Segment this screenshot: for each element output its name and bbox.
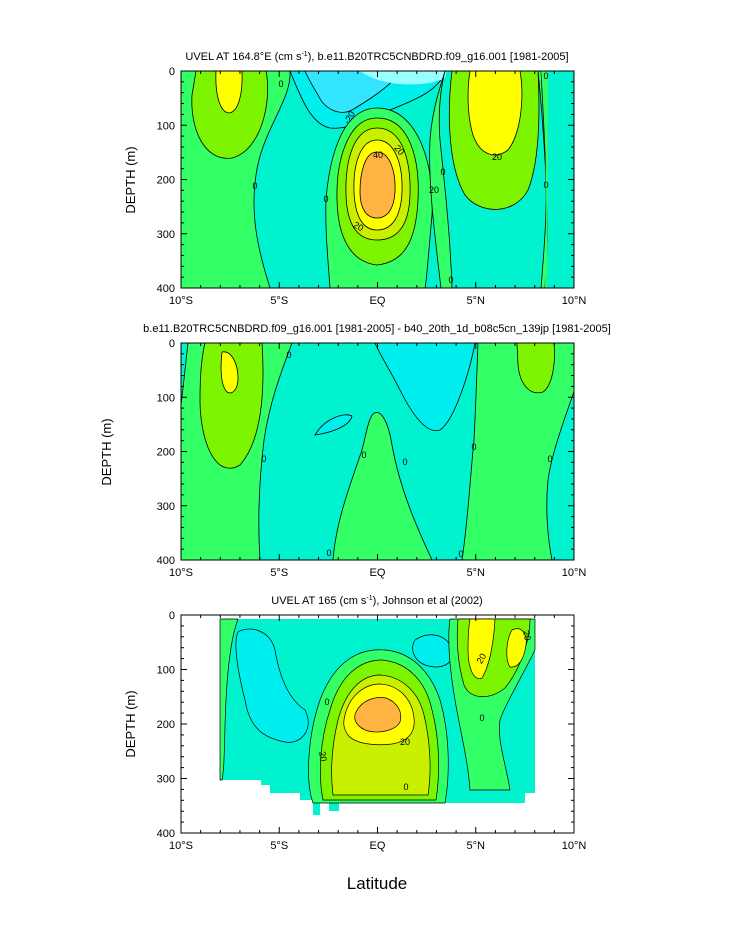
panel-3-contour-fill xyxy=(219,618,239,781)
panel-2-contour-label: 0 xyxy=(458,549,463,559)
panel-1-contour-label: 40 xyxy=(373,150,383,160)
panel-3-contour-label: 20 xyxy=(400,737,410,747)
y-tick-label: 0 xyxy=(169,66,175,78)
x-tick-label: EQ xyxy=(370,567,386,579)
panel-1-title: UVEL AT 164.8°E (cm s-1), b.e11.B20TRC5C… xyxy=(185,51,568,63)
panel-2-contour-fill xyxy=(220,351,239,394)
y-tick-label: 200 xyxy=(157,447,175,459)
panel-1-contour-fill xyxy=(541,71,548,288)
panel-3-contour-label: 0 xyxy=(324,697,329,707)
y-axis-label-panel-1: DEPTH (m) xyxy=(123,146,138,213)
panel-2-contour-label: 0 xyxy=(361,450,366,460)
panel-2-contour-fill xyxy=(461,343,574,560)
panel-2-contour-label: 0 xyxy=(286,350,291,360)
y-tick-label: 200 xyxy=(157,719,175,731)
panel-3-contour-label: 20 xyxy=(475,652,489,666)
y-tick-label: 100 xyxy=(157,665,175,677)
x-tick-label: 5°S xyxy=(270,840,288,852)
y-tick-label: 100 xyxy=(157,120,175,132)
panel-3-contour-label: 20 xyxy=(521,630,533,642)
panel-1-contour-fill xyxy=(304,71,401,113)
panel-2-contour-fill xyxy=(199,343,264,469)
panel-1-contour-label: 20 xyxy=(492,152,502,162)
panel-1-contour-label: 0 xyxy=(543,71,548,81)
panel-1-contour-fill xyxy=(467,71,523,156)
x-tick-label: 10°N xyxy=(562,295,587,307)
panel-1-contour-label: 0 xyxy=(252,181,257,191)
y-tick-label: 400 xyxy=(157,283,175,295)
panel-3-contour-label: 0 xyxy=(403,782,408,792)
panel-1-contour-label: 20 xyxy=(352,220,366,234)
x-tick-label: 10°N xyxy=(562,567,587,579)
panel-1-contour-label: 20 xyxy=(392,143,406,157)
panel-1-contour-fill xyxy=(359,151,396,219)
panel-2-field: 0 0 0 0 0 0 0 0 xyxy=(181,343,574,560)
x-tick-label: 5°S xyxy=(270,295,288,307)
x-tick-label: EQ xyxy=(370,295,386,307)
panel-1-field: -20 0 20 40 20 20 0 0 20 0 0 0 0 xyxy=(181,71,574,288)
panel-2-contour-fill xyxy=(314,414,353,436)
panel-3-contour-fill xyxy=(412,634,453,668)
panel-3-contour-fill xyxy=(506,628,527,668)
x-tick-label: 5°N xyxy=(467,840,486,852)
y-tick-label: 300 xyxy=(157,774,175,786)
panel-3-field: 20 20 20 20 0 0 0 xyxy=(219,618,536,815)
y-tick-label: 400 xyxy=(157,555,175,567)
x-tick-label: 5°S xyxy=(270,567,288,579)
x-tick-label: EQ xyxy=(370,840,386,852)
y-tick-label: 400 xyxy=(157,828,175,840)
y-tick-label: 100 xyxy=(157,392,175,404)
x-tick-label: 10°S xyxy=(169,840,193,852)
panel-2: b.e11.B20TRC5CNBDRD.f09_g16.001 [1981-20… xyxy=(143,323,611,579)
panel-1-contour-fill xyxy=(215,71,243,114)
panel-1-contour-label: 0 xyxy=(543,180,548,190)
panel-3-contour-fill xyxy=(467,618,496,680)
x-axis-label: Latitude xyxy=(347,874,408,893)
y-tick-label: 0 xyxy=(169,610,175,622)
panel-2-title: b.e11.B20TRC5CNBDRD.f09_g16.001 [1981-20… xyxy=(143,323,611,335)
y-tick-label: 0 xyxy=(169,338,175,350)
x-tick-label: 5°N xyxy=(467,567,486,579)
panel-2-contour-label: 0 xyxy=(402,457,407,467)
panel-1-contour-fill xyxy=(360,71,447,85)
panel-2-axes: 10°S 5°S EQ 5°N 10°N 0 100 200 300 400 xyxy=(157,338,587,579)
panel-1: UVEL AT 164.8°E (cm s-1), b.e11.B20TRC5C… xyxy=(157,51,587,307)
panel-2-contour-label: 0 xyxy=(261,454,266,464)
panel-1-contour-label: 20 xyxy=(429,185,439,195)
panel-2-contour-label: 0 xyxy=(471,442,476,452)
panel-1-contour-label: 0 xyxy=(448,275,453,285)
panel-2-contour-fill xyxy=(374,343,476,432)
panel-1-contour-fill xyxy=(191,71,269,159)
panel-1-contour-label: 0 xyxy=(278,79,283,89)
panel-1-contour-label: 0 xyxy=(440,167,445,177)
y-tick-label: 200 xyxy=(157,175,175,187)
panel-2-contour-fill xyxy=(516,343,555,394)
x-tick-label: 10°S xyxy=(169,567,193,579)
panel-3: UVEL AT 165 (cm s-1), Johnson et al (200… xyxy=(157,595,587,852)
panel-3-contour-label: 20 xyxy=(317,751,329,763)
panel-2-contour-label: 0 xyxy=(547,454,552,464)
x-tick-label: 5°N xyxy=(467,295,486,307)
panel-2-contour-fill xyxy=(332,412,433,560)
x-tick-label: 10°N xyxy=(562,840,587,852)
y-axis-label-panel-2: DEPTH (m) xyxy=(99,418,114,485)
panel-3-contour-fill xyxy=(354,697,402,733)
panel-1-contour-label: 0 xyxy=(323,194,328,204)
y-axis-label-panel-3: DEPTH (m) xyxy=(123,690,138,757)
panel-3-contour-fill xyxy=(235,628,309,743)
y-tick-label: 300 xyxy=(157,229,175,241)
panel-2-contour-label: 0 xyxy=(326,548,331,558)
x-tick-label: 10°S xyxy=(169,295,193,307)
panel-3-contour-label: 0 xyxy=(479,713,484,723)
panel-3-title: UVEL AT 165 (cm s-1), Johnson et al (200… xyxy=(271,595,482,607)
y-tick-label: 300 xyxy=(157,501,175,513)
